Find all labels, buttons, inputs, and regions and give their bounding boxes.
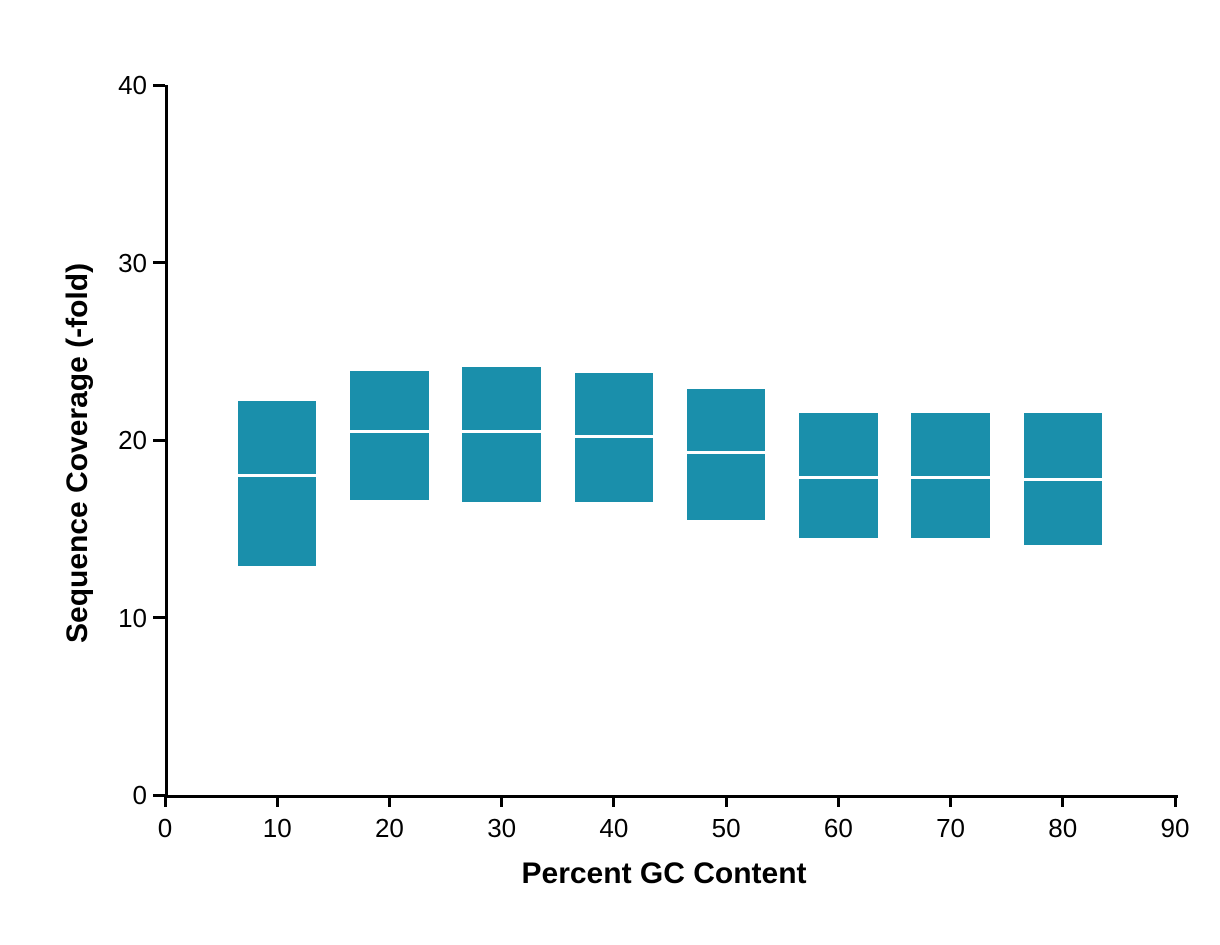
x-axis-label: Percent GC Content [522,857,807,891]
median-line [799,476,878,479]
median-line [238,474,317,477]
y-tick-label: 10 [118,603,147,634]
median-line [911,476,990,479]
y-axis-label: Sequence Coverage (-fold) [61,262,95,642]
median-line [1024,478,1103,481]
y-tick-label: 40 [118,70,147,101]
box [462,367,541,502]
x-tick [500,795,503,807]
y-tick-label: 0 [133,780,147,811]
x-tick-label: 80 [1033,813,1093,844]
x-tick-label: 40 [584,813,644,844]
x-tick [725,795,728,807]
box [687,389,766,520]
median-line [687,451,766,454]
median-line [575,435,654,438]
x-tick [164,795,167,807]
x-tick-label: 10 [247,813,307,844]
x-tick [612,795,615,807]
chart-container: Sequence Coverage (-fold) Percent GC Con… [0,0,1220,945]
x-tick-label: 60 [808,813,868,844]
x-tick [837,795,840,807]
x-tick [276,795,279,807]
x-tick-label: 20 [359,813,419,844]
median-line [462,430,541,433]
x-tick-label: 50 [696,813,756,844]
y-tick [153,84,165,87]
median-line [350,430,429,433]
x-tick-label: 90 [1145,813,1205,844]
x-tick-label: 30 [472,813,532,844]
box [350,371,429,501]
x-tick [388,795,391,807]
x-tick [1174,795,1177,807]
x-tick-label: 0 [135,813,195,844]
y-tick-label: 30 [118,248,147,279]
x-tick [949,795,952,807]
box [238,401,317,566]
y-tick [153,439,165,442]
y-tick-label: 20 [118,425,147,456]
x-tick [1061,795,1064,807]
x-tick-label: 70 [921,813,981,844]
y-tick [153,261,165,264]
y-tick [153,616,165,619]
